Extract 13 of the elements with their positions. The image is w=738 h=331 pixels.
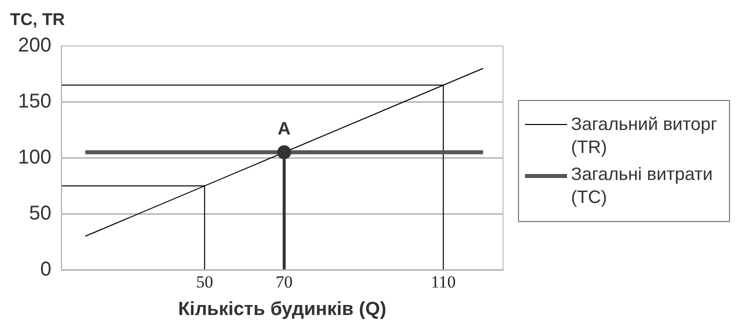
annotation: A — [278, 118, 291, 138]
y-tick-label: 150 — [18, 90, 52, 112]
legend-label: Загальний виторг (TR) — [571, 113, 718, 159]
y-tick-label: 100 — [18, 146, 52, 168]
y-tick-label: 200 — [18, 34, 52, 57]
y-tick-label: 0 — [40, 258, 52, 280]
y-tick-label: 50 — [29, 202, 52, 224]
legend-label: Загальні витрати (TC) — [571, 163, 714, 209]
x-tick-label: 50 — [196, 272, 214, 292]
y-axis-title: TC, TR — [10, 10, 65, 30]
x-tick-label: 110 — [430, 272, 456, 292]
x-tick-label: 70 — [276, 272, 293, 292]
x-axis-title: Кількість будинків (Q) — [178, 298, 386, 320]
